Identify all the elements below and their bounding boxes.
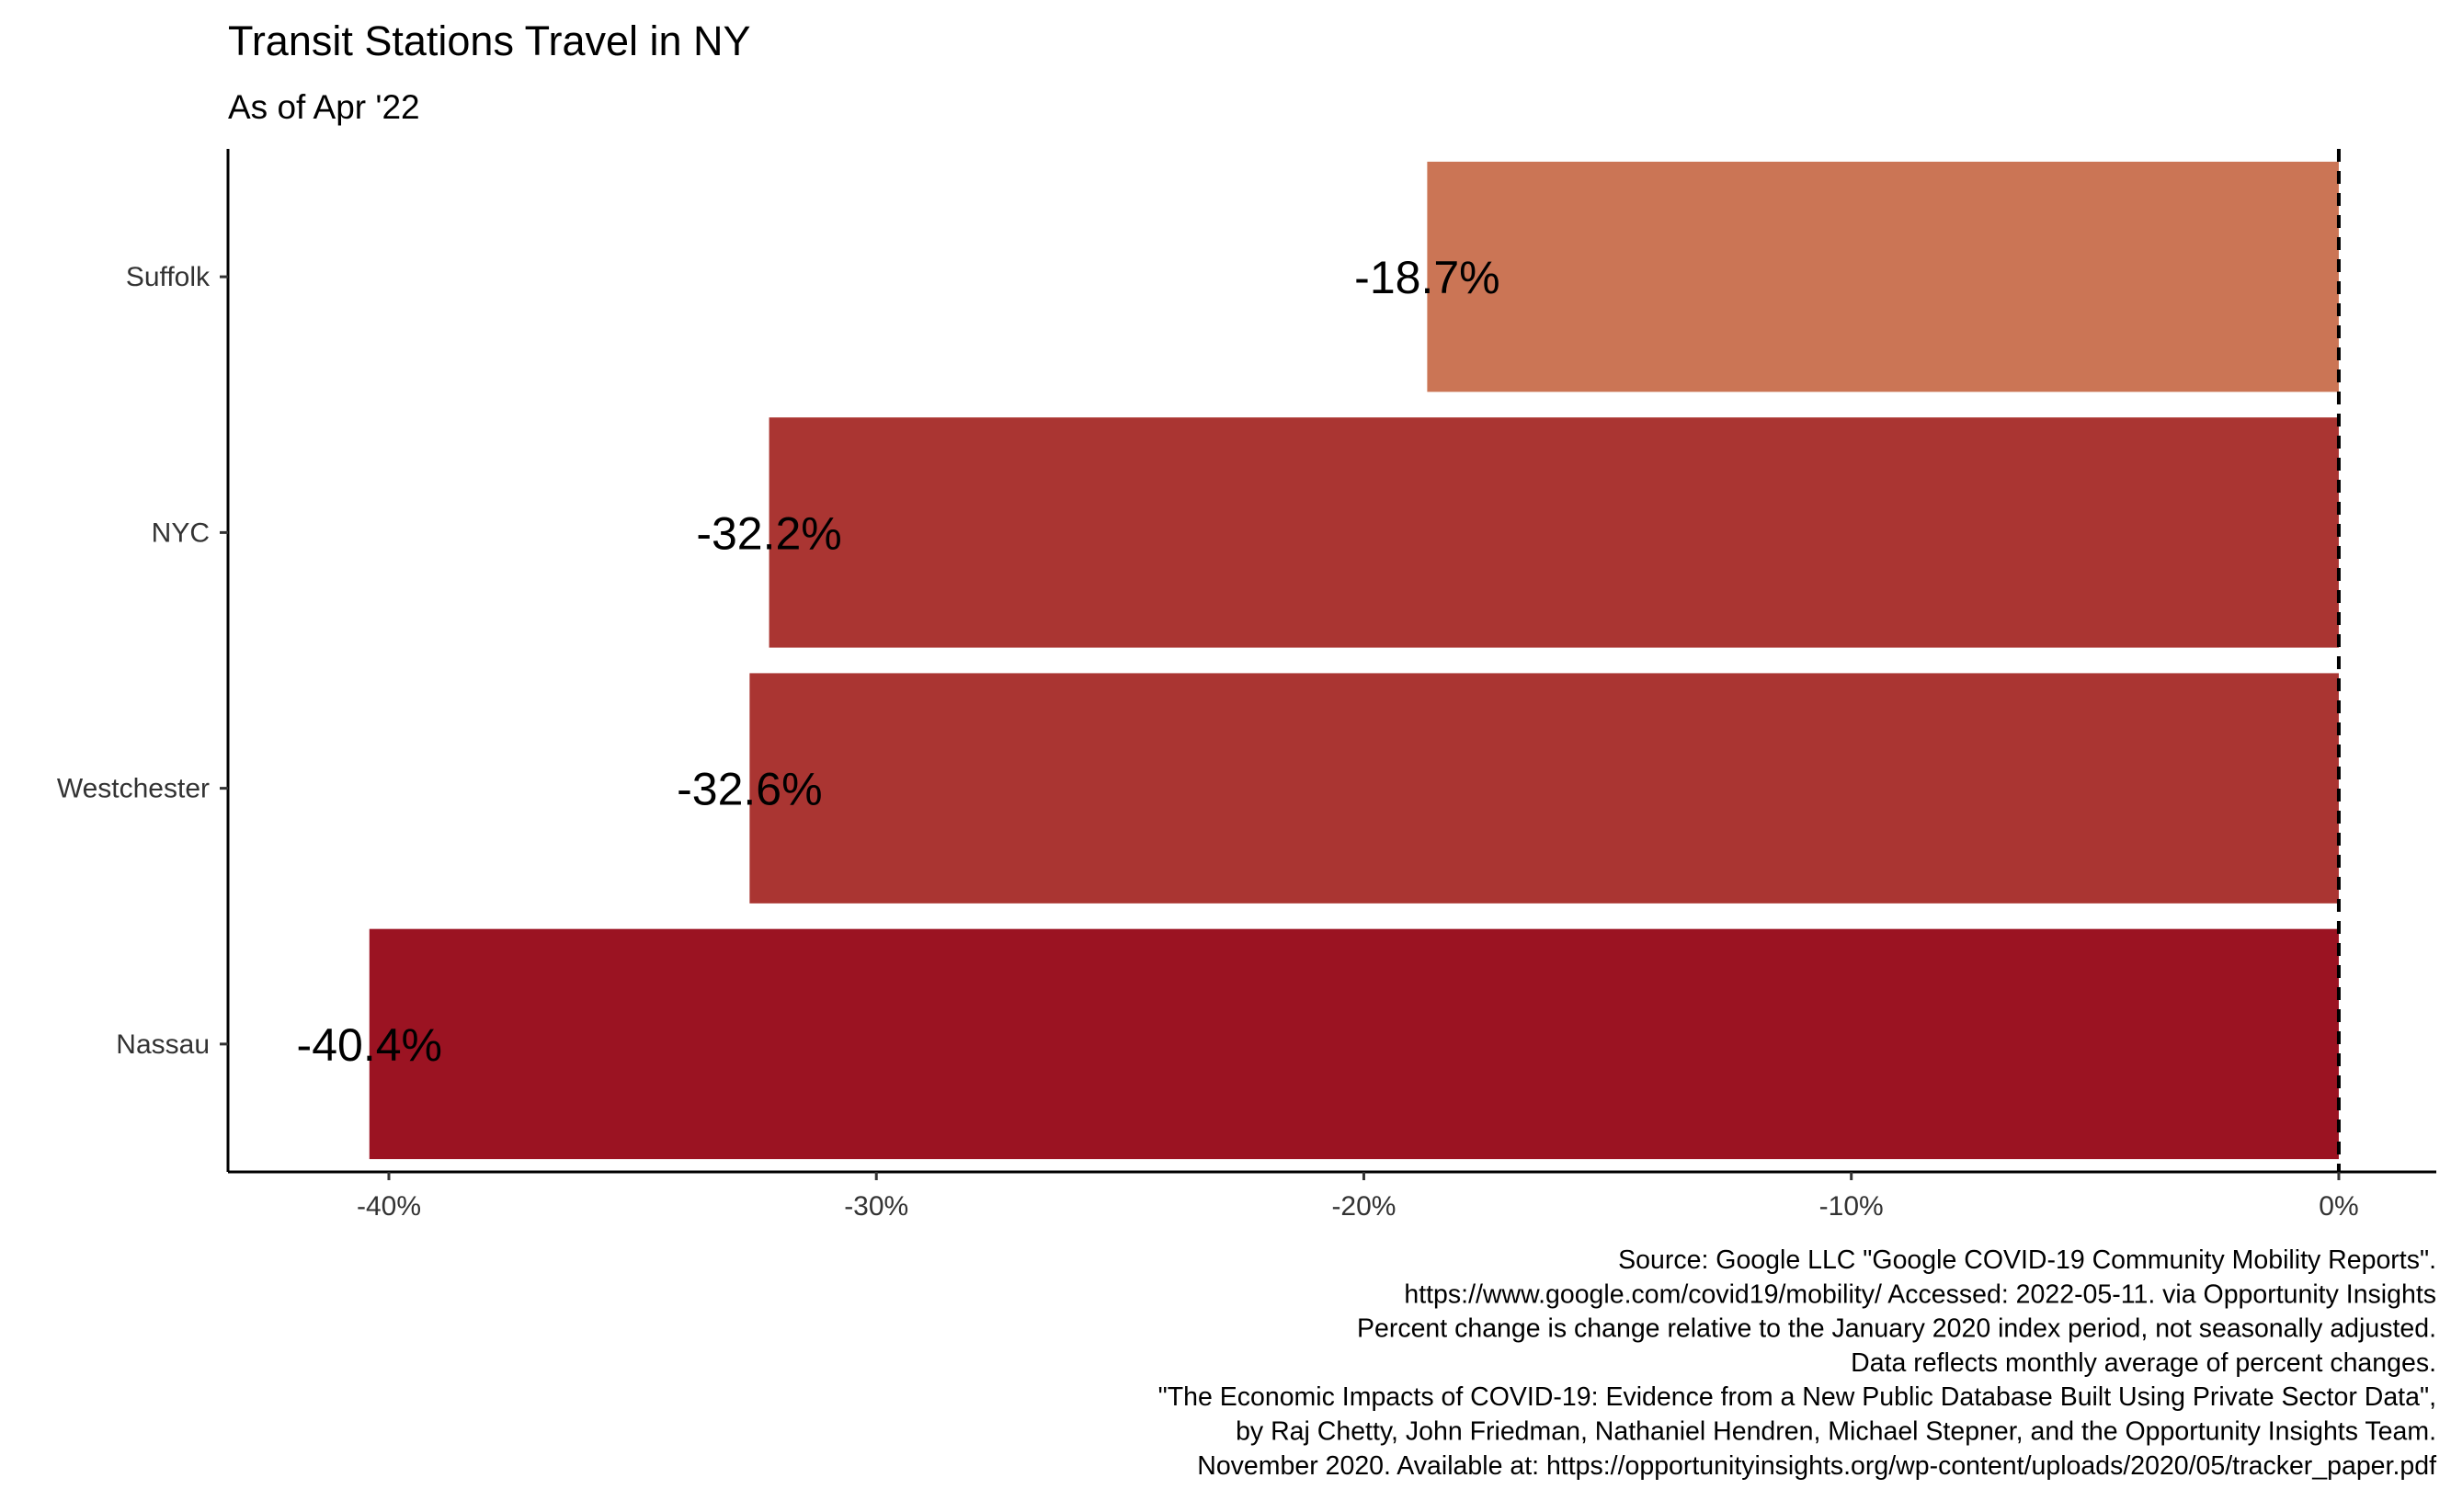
- caption-line: Source: Google LLC "Google COVID-19 Comm…: [1618, 1245, 2436, 1275]
- caption-line: "The Economic Impacts of COVID-19: Evide…: [1158, 1382, 2436, 1412]
- caption-line: Percent change is change relative to the…: [1357, 1314, 2436, 1344]
- x-tick-label: -10%: [1819, 1191, 1884, 1222]
- bar-westchester: [749, 673, 2339, 904]
- y-tick-label-nyc: NYC: [152, 517, 210, 548]
- data-label-suffolk: -18.7%: [1354, 252, 1499, 303]
- data-labels-layer: -18.7% -32.2% -32.6% -40.4%: [297, 252, 1500, 1071]
- y-tick-label-nassau: Nassau: [116, 1029, 210, 1060]
- caption-line: November 2020. Available at: https://opp…: [1197, 1451, 2436, 1481]
- x-tick-label: -30%: [844, 1191, 908, 1222]
- caption: Source: Google LLC "Google COVID-19 Comm…: [1158, 1245, 2436, 1481]
- chart-title: Transit Stations Travel in NY: [228, 17, 751, 64]
- data-label-nyc: -32.2%: [696, 507, 841, 559]
- bar-nassau: [369, 928, 2339, 1160]
- x-axis: -40% -30% -20% -10% 0%: [357, 1172, 2359, 1222]
- y-tick-label-westchester: Westchester: [57, 774, 210, 804]
- caption-line: Data reflects monthly average of percent…: [1851, 1348, 2436, 1378]
- data-label-nassau: -40.4%: [297, 1019, 442, 1071]
- y-tick-label-suffolk: Suffolk: [126, 262, 211, 292]
- chart-subtitle: As of Apr '22: [228, 88, 420, 126]
- caption-line: by Raj Chetty, John Friedman, Nathaniel …: [1236, 1417, 2436, 1447]
- x-tick-label: -40%: [357, 1191, 421, 1222]
- bar-nyc: [769, 417, 2339, 648]
- bars-layer: [369, 161, 2339, 1160]
- data-label-westchester: -32.6%: [677, 764, 822, 815]
- x-tick-label: 0%: [2319, 1191, 2358, 1222]
- caption-line: https://www.google.com/covid19/mobility/…: [1404, 1279, 2436, 1309]
- x-tick-label: -20%: [1331, 1191, 1396, 1222]
- y-axis: Suffolk NYC Westchester Nassau: [57, 262, 228, 1060]
- bar-suffolk: [1427, 161, 2339, 392]
